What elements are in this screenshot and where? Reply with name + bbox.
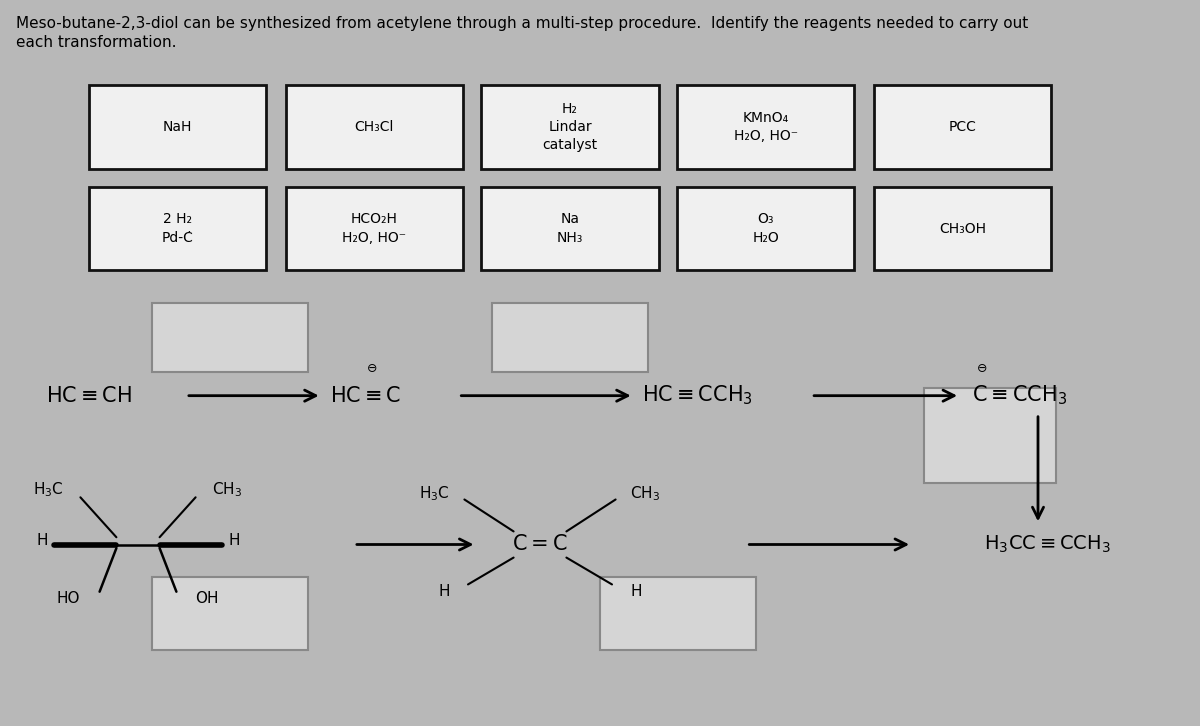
- Bar: [924, 388, 1056, 483]
- Text: O₃
H₂O: O₃ H₂O: [752, 213, 779, 245]
- Text: HCO₂H
H₂O, HO⁻: HCO₂H H₂O, HO⁻: [342, 213, 407, 245]
- Bar: [286, 187, 463, 270]
- Bar: [492, 303, 648, 372]
- Bar: [152, 577, 308, 650]
- Text: H$_3$CC$\equiv$CCH$_3$: H$_3$CC$\equiv$CCH$_3$: [984, 534, 1111, 555]
- Bar: [874, 86, 1051, 169]
- Bar: [600, 577, 756, 650]
- Bar: [677, 187, 854, 270]
- Text: H$_3$C: H$_3$C: [32, 481, 64, 499]
- Text: HC$\equiv$C: HC$\equiv$C: [330, 386, 401, 406]
- Text: H$_3$C: H$_3$C: [419, 484, 450, 503]
- Text: Meso-butane-2,3-diol can be synthesized from acetylene through a multi-step proc: Meso-butane-2,3-diol can be synthesized …: [16, 16, 1028, 31]
- Text: C$\equiv$CCH$_3$: C$\equiv$CCH$_3$: [972, 384, 1067, 407]
- Text: CH₃Cl: CH₃Cl: [355, 120, 394, 134]
- Text: $\ominus$: $\ominus$: [976, 362, 988, 375]
- Text: C$=$C: C$=$C: [512, 534, 568, 555]
- Text: H₂
Lindar
catalyst: H₂ Lindar catalyst: [542, 102, 598, 152]
- Text: H: H: [630, 584, 642, 599]
- Bar: [286, 86, 463, 169]
- Text: CH$_3$: CH$_3$: [630, 484, 660, 503]
- Text: OH: OH: [196, 592, 220, 606]
- Text: $\ominus$: $\ominus$: [366, 362, 378, 375]
- Text: PCC: PCC: [948, 120, 977, 134]
- Bar: [89, 86, 266, 169]
- Bar: [481, 187, 659, 270]
- Bar: [874, 187, 1051, 270]
- Bar: [152, 303, 308, 372]
- Bar: [89, 187, 266, 270]
- Text: Na
NH₃: Na NH₃: [557, 213, 583, 245]
- Bar: [481, 86, 659, 169]
- Bar: [677, 86, 854, 169]
- Text: CH$_3$: CH$_3$: [212, 481, 242, 499]
- Text: 2 H₂
Pd-Ċ: 2 H₂ Pd-Ċ: [162, 213, 193, 245]
- Text: H: H: [36, 534, 48, 548]
- Text: KMnO₄
H₂O, HO⁻: KMnO₄ H₂O, HO⁻: [733, 111, 798, 143]
- Text: HO: HO: [56, 592, 80, 606]
- Text: NaH: NaH: [163, 120, 192, 134]
- Text: each transformation.: each transformation.: [16, 35, 176, 50]
- Text: H: H: [228, 534, 240, 548]
- Text: H: H: [438, 584, 450, 599]
- Text: CH₃OH: CH₃OH: [938, 221, 986, 236]
- Text: HC$\equiv$CCH$_3$: HC$\equiv$CCH$_3$: [642, 384, 752, 407]
- Text: HC$\equiv$CH: HC$\equiv$CH: [46, 386, 132, 406]
